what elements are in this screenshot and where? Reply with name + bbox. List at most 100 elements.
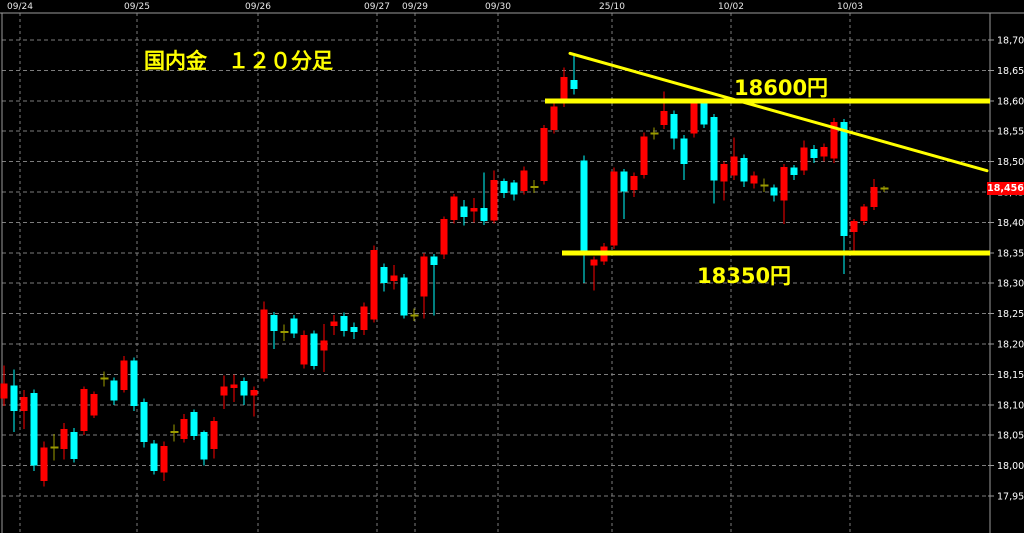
candle-body: [490, 179, 498, 221]
candle-up: [520, 166, 528, 195]
price-axis-label: 18,300: [997, 279, 1024, 290]
candle-up: [370, 245, 378, 323]
candle-body: [740, 157, 748, 182]
candle-body: [60, 429, 68, 450]
candle-body: [0, 383, 8, 399]
candle-body: [370, 249, 378, 320]
candle-down: [460, 199, 468, 226]
candle-body: [90, 393, 98, 416]
candle-down: [810, 145, 818, 163]
candle-body: [300, 334, 308, 365]
candle-up: [80, 386, 88, 436]
candle-down: [110, 377, 118, 405]
candle-down: [30, 389, 38, 472]
candle-up: [610, 167, 618, 250]
candle-up: [830, 117, 838, 163]
candle-body: [20, 396, 28, 411]
chart-title: 国内金 １２０分足: [144, 49, 333, 73]
candle-body: [290, 318, 298, 334]
date-label: 09/30: [485, 2, 511, 12]
candle-up: [630, 172, 638, 197]
candle-body: [680, 138, 688, 165]
candle-body: [780, 167, 788, 201]
candle-down: [790, 165, 798, 180]
candle-body: [70, 432, 78, 459]
date-label: 09/27: [364, 2, 390, 12]
price-axis-label: 18,000: [997, 461, 1024, 472]
candle-body: [180, 418, 188, 439]
candle-down: [580, 155, 588, 284]
candle-down: [500, 178, 508, 199]
candle-up: [590, 256, 598, 291]
candle-up: [540, 125, 548, 185]
candle-down: [430, 254, 438, 316]
candle-body: [100, 377, 109, 380]
candle-down: [240, 377, 248, 405]
candle-up: [730, 137, 738, 180]
current-price-tag: 18,456: [987, 181, 1024, 195]
candle-body: [640, 136, 648, 175]
candle-down: [670, 110, 678, 150]
candle-doji: [760, 178, 769, 192]
candle-body: [470, 207, 478, 212]
candle-body: [590, 259, 598, 266]
candle-body: [150, 443, 158, 472]
candle-up: [440, 216, 448, 259]
candle-body: [130, 360, 138, 407]
candle-body: [830, 122, 838, 159]
date-label: 25/10: [599, 2, 625, 12]
candle-body: [770, 187, 778, 196]
candle-body: [730, 156, 738, 176]
candle-up: [780, 164, 788, 225]
price-axis-label: 18,400: [997, 218, 1024, 229]
candle-body: [410, 314, 419, 317]
price-axis-label: 18,100: [997, 400, 1024, 411]
candle-up: [860, 204, 868, 225]
candle-up: [120, 356, 128, 393]
candle-body: [420, 256, 428, 297]
candle-body: [450, 196, 458, 220]
candle-doji: [880, 185, 889, 192]
candle-body: [250, 390, 258, 396]
candle-body: [610, 171, 618, 246]
candle-down: [190, 409, 198, 441]
candle-body: [230, 384, 238, 388]
date-label: 10/02: [718, 2, 744, 12]
candle-body: [30, 393, 38, 466]
candle-down: [150, 440, 158, 475]
candle-body: [650, 132, 659, 135]
candle-up: [210, 416, 218, 459]
candle-doji: [100, 371, 109, 387]
candle-body: [390, 275, 398, 281]
candle-down: [200, 430, 208, 466]
candle-body: [240, 381, 248, 396]
candle-body: [700, 102, 708, 125]
candle-up: [720, 161, 728, 201]
candle-body: [280, 330, 289, 333]
candle-up: [180, 413, 188, 443]
candle-down: [510, 179, 518, 201]
candle-body: [750, 175, 758, 184]
date-label: 10/03: [837, 2, 863, 12]
price-axis-label: 18,550: [997, 127, 1024, 138]
candle-doji: [280, 324, 289, 341]
candle-up: [490, 170, 498, 224]
candle-body: [870, 187, 878, 208]
candle-up: [330, 314, 338, 335]
candle-up: [640, 132, 648, 179]
candle-body: [430, 256, 438, 265]
price-axis-label: 18,250: [997, 309, 1024, 320]
trendline: [568, 51, 989, 173]
candle-body: [880, 187, 889, 190]
candle-down: [570, 53, 578, 95]
candle-down: [680, 134, 688, 180]
candle-up: [820, 143, 828, 162]
candle-up: [230, 374, 238, 402]
candle-body: [350, 326, 358, 332]
candle-body: [850, 221, 858, 233]
candle-down: [270, 311, 278, 349]
price-axis-label: 18,700: [997, 36, 1024, 47]
candle-body: [50, 446, 59, 449]
candle-body: [500, 181, 508, 194]
